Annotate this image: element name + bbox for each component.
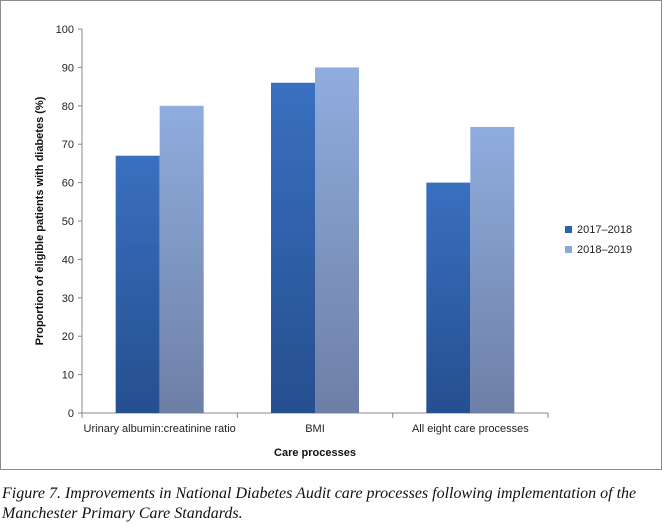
y-tick-label: 60 <box>62 178 74 190</box>
bar-1-3 <box>426 182 471 413</box>
y-axis: 0 10 20 30 40 50 60 70 80 90 100 <box>56 24 83 420</box>
legend-swatch <box>565 226 572 233</box>
bar-chart: 0 10 20 30 40 50 60 70 80 90 100 Urinary albumin:c… <box>34 24 632 459</box>
bar-1-2 <box>271 82 315 413</box>
legend-swatch <box>565 246 572 253</box>
chart-frame: 0 10 20 30 40 50 60 70 80 90 100 Urinary albumin:c… <box>0 0 662 470</box>
figure-caption: Figure 7. Improvements in National Diabe… <box>2 485 637 522</box>
x-tick-label: Urinary albumin:creatinine ratio <box>84 423 236 435</box>
bar-2-3 <box>470 126 515 414</box>
y-tick-label: 80 <box>62 101 74 113</box>
y-tick-label: 0 <box>68 408 74 420</box>
y-tick-label: 50 <box>62 216 74 228</box>
y-tick-label: 70 <box>62 139 74 151</box>
y-tick-label: 20 <box>62 331 74 343</box>
x-tick-label: BMI <box>305 423 325 435</box>
y-tick-label: 40 <box>62 254 74 266</box>
legend-label: 2017–2018 <box>577 224 632 236</box>
x-axis: Urinary albumin:creatinine ratio BMI All e… <box>81 412 549 435</box>
y-tick-label: 30 <box>62 293 74 305</box>
bars <box>115 67 515 414</box>
y-tick-label: 90 <box>62 62 74 74</box>
x-tick-label: All eight care processes <box>412 423 529 435</box>
bar-1-1 <box>115 155 160 413</box>
x-axis-title: Care processes <box>274 447 356 459</box>
y-tick-label: 100 <box>56 24 74 36</box>
bar-2-1 <box>159 105 204 414</box>
legend-label: 2018–2019 <box>577 244 632 256</box>
bar-2-2 <box>315 67 359 414</box>
y-axis-title: Proportion of eligible patients with dia… <box>34 96 46 345</box>
y-tick-label: 10 <box>62 370 74 382</box>
legend: 2017–2018 2018–2019 <box>565 224 632 256</box>
